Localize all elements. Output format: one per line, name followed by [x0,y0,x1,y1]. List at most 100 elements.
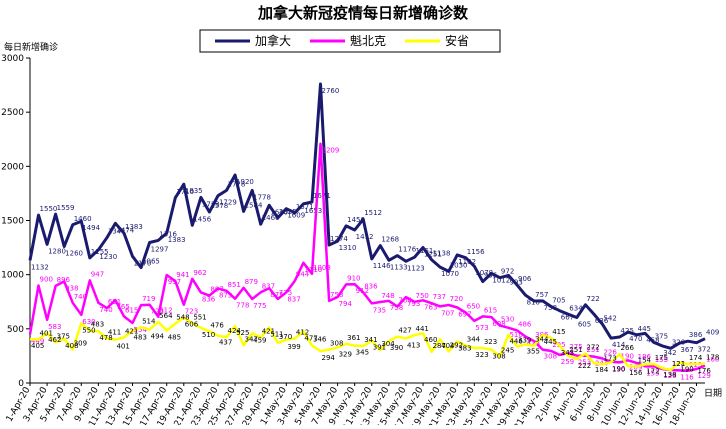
data-label: 129 [663,372,676,380]
data-label: 564 [159,312,173,320]
data-label: 367 [680,346,693,354]
data-label: 720 [450,295,463,303]
data-label: 912 [356,287,369,295]
data-label: 178 [706,354,719,362]
data-label: 997 [168,278,181,286]
y-tick-label: 2500 [1,108,24,118]
data-label: 121 [672,360,685,368]
data-label: 1274 [330,235,348,243]
data-label: 837 [262,282,275,290]
data-label: 404 [441,342,455,350]
data-label: 275 [569,343,582,351]
data-label: 154 [638,356,652,364]
data-label: 266 [621,344,635,352]
data-label: 551 [193,313,206,321]
data-label: 1578 [210,202,228,210]
data-label: 944 [296,271,310,279]
data-label: 758 [544,304,557,312]
data-label: 900 [40,276,53,284]
data-label: 445 [544,338,557,346]
data-label: 1383 [168,236,186,244]
data-label: 530 [501,316,514,324]
data-label: 175 [655,354,668,362]
data-label: 837 [287,295,300,303]
data-label: 615 [125,306,138,314]
data-label: 1341 [108,228,126,236]
data-label: 873 [219,291,232,299]
y-tick-label: 1000 [1,271,24,281]
data-label: 355 [527,348,540,356]
data-label: 129 [697,372,710,380]
data-label: 483 [91,321,104,329]
data-label: 287 [433,342,446,350]
data-label: 391 [373,344,386,352]
data-label: 485 [168,333,181,341]
data-label: 737 [433,293,446,301]
data-label: 606 [185,320,199,328]
data-label: 793 [407,300,420,308]
data-label: 910 [347,274,360,282]
data-label: 494 [151,332,165,340]
data-label: 1653 [304,207,322,215]
data-label: 138 [663,371,676,379]
data-label: 486 [518,320,532,328]
y-tick-label: 500 [7,325,24,335]
data-label: 1512 [364,209,382,217]
y-tick-label: 2000 [1,162,24,172]
data-label: 634 [569,304,583,312]
data-label: 160 [706,356,719,364]
data-label: 510 [509,331,522,339]
data-label: 342 [663,349,676,357]
data-label: 470 [629,335,642,343]
data-label: 735 [373,306,386,314]
data-label: 879 [245,278,258,286]
data-label: 608 [492,320,505,328]
data-label: 174 [689,354,703,362]
data-label: 1182 [458,258,476,266]
data-label: 292 [450,341,463,349]
data-label: 765 [116,303,129,311]
data-label: 1640 [270,208,288,216]
data-label: 691 [108,298,121,306]
data-label: 1065 [142,258,160,266]
data-label: 763 [424,303,437,311]
data-label: 1170 [134,259,152,267]
data-label: 399 [287,343,300,351]
data-label: 1008 [313,264,331,272]
data-label: 836 [364,282,378,290]
data-label: 1412 [356,233,374,241]
data-label: 1310 [339,244,357,252]
data-label: 458 [646,336,659,344]
data-label: 548 [176,314,189,322]
data-label: 758 [390,304,403,312]
data-label: 421 [125,327,138,335]
data-label: 344 [467,336,481,344]
data-label: 190 [621,352,634,360]
data-label: 1070 [441,270,459,278]
data-label: 401 [40,330,53,338]
x-axis-label: 日期 [704,388,722,399]
data-label: 1609 [287,212,305,220]
data-label: 186 [638,353,652,361]
data-label: 245 [501,346,514,354]
data-label: 346 [313,336,327,344]
data-label: 1713 [202,200,220,208]
data-label: 1230 [99,253,117,261]
data-label: 1260 [65,250,83,258]
data-label: 723 [151,308,164,316]
data-label: 719 [142,295,155,303]
data-label: 222 [578,362,591,370]
data-label: 2760 [322,87,340,95]
data-label: 667 [561,314,574,322]
data-label: 437 [219,339,232,347]
data-label: 386 [689,331,703,339]
data-label: 612 [159,307,172,315]
data-label: 445 [638,325,651,333]
data-label: 605 [578,320,591,328]
data-label: 421 [262,327,275,335]
data-label: 460 [424,336,437,344]
data-label: 1012 [492,276,510,284]
data-label: 807 [210,286,223,294]
data-label: 1450 [347,216,365,224]
data-label: 372 [697,346,710,354]
